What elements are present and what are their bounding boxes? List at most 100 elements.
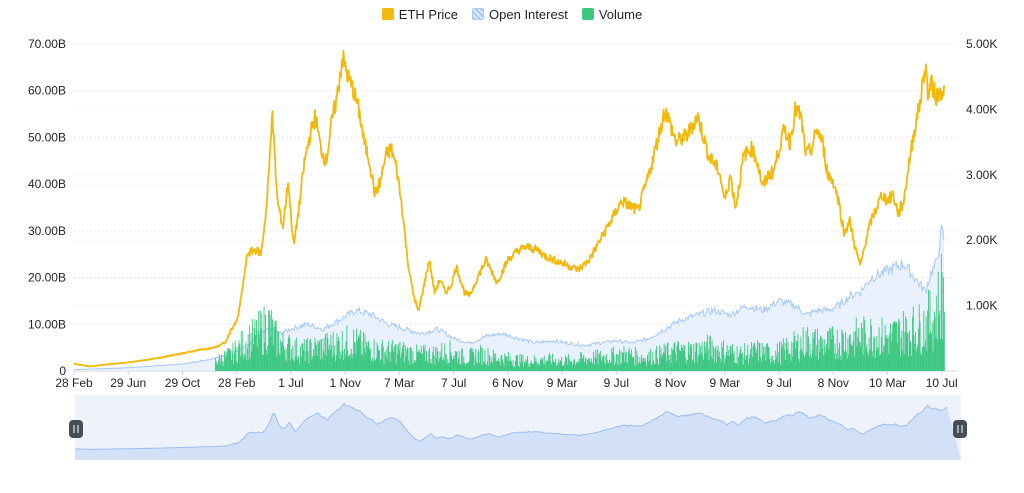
volume-bar bbox=[665, 346, 667, 371]
volume-bar bbox=[764, 354, 765, 371]
volume-bar bbox=[420, 353, 421, 371]
volume-bar bbox=[334, 345, 336, 371]
volume-bar bbox=[604, 356, 606, 371]
volume-bar bbox=[864, 333, 866, 371]
volume-bar bbox=[317, 340, 319, 371]
volume-bar bbox=[552, 353, 553, 371]
volume-bar bbox=[332, 332, 334, 371]
volume-bar bbox=[502, 362, 504, 371]
volume-bar bbox=[479, 363, 481, 371]
volume-bar bbox=[316, 344, 317, 371]
volume-bar bbox=[833, 353, 835, 371]
volume-bar bbox=[645, 362, 647, 371]
volume-bar bbox=[287, 337, 289, 371]
volume-bar bbox=[933, 320, 935, 371]
volume-bar bbox=[234, 353, 235, 371]
volume-bar bbox=[558, 358, 560, 371]
volume-bar bbox=[772, 355, 774, 371]
volume-bar bbox=[350, 353, 352, 371]
volume-bar bbox=[343, 360, 345, 371]
volume-bar bbox=[597, 363, 599, 371]
volume-bar bbox=[435, 346, 437, 371]
left-handle-icon[interactable] bbox=[69, 420, 83, 438]
volume-bar bbox=[827, 331, 828, 371]
volume-bar bbox=[278, 352, 280, 371]
volume-bar bbox=[835, 359, 837, 371]
volume-bar bbox=[782, 338, 784, 371]
volume-bar bbox=[498, 358, 500, 371]
volume-bar bbox=[650, 348, 651, 371]
volume-bar bbox=[752, 345, 754, 371]
volume-bar bbox=[511, 365, 513, 371]
volume-bar bbox=[859, 342, 861, 371]
volume-bar bbox=[234, 340, 236, 371]
volume-bar bbox=[895, 322, 897, 371]
volume-bar bbox=[407, 360, 409, 371]
volume-bar bbox=[431, 363, 433, 371]
volume-bar bbox=[369, 348, 371, 371]
volume-bar bbox=[483, 361, 485, 371]
volume-bar bbox=[735, 363, 737, 371]
legend-item-volume[interactable]: Volume bbox=[581, 7, 642, 22]
range-navigator[interactable] bbox=[69, 395, 967, 460]
volume-bar bbox=[258, 310, 260, 371]
volume-bar bbox=[347, 356, 349, 371]
volume-bar bbox=[325, 356, 327, 371]
volume-bar bbox=[739, 349, 741, 371]
volume-bar bbox=[594, 356, 596, 371]
volume-bar bbox=[344, 355, 346, 371]
volume-bar bbox=[494, 358, 496, 371]
volume-bar bbox=[270, 336, 272, 371]
volume-bar bbox=[648, 351, 650, 371]
volume-bar bbox=[530, 362, 531, 371]
volume-bar bbox=[927, 310, 929, 371]
left-tick-label: 50.00B bbox=[28, 130, 66, 144]
volume-bar bbox=[633, 358, 635, 371]
volume-bar bbox=[409, 364, 411, 371]
volume-bar bbox=[276, 356, 278, 371]
legend-item-open-interest[interactable]: Open Interest bbox=[472, 7, 568, 22]
volume-bar bbox=[492, 349, 494, 371]
volume-bar bbox=[871, 351, 873, 371]
volume-bar bbox=[792, 356, 793, 371]
volume-bar bbox=[804, 357, 806, 371]
volume-bar bbox=[455, 352, 457, 371]
left-tick-label: 30.00B bbox=[28, 224, 66, 238]
x-tick-label: 7 Mar bbox=[384, 376, 415, 390]
volume-bar bbox=[789, 353, 790, 371]
volume-bar bbox=[240, 356, 241, 371]
volume-bar bbox=[553, 361, 555, 371]
volume-bar bbox=[246, 347, 248, 371]
volume-bar bbox=[242, 330, 244, 371]
volume-bar bbox=[855, 317, 857, 371]
volume-bar bbox=[726, 352, 727, 371]
volume-bar bbox=[823, 339, 825, 371]
volume-bar bbox=[678, 342, 680, 371]
volume-bar bbox=[473, 352, 475, 371]
volume-bar bbox=[829, 327, 831, 371]
volume-bar bbox=[672, 350, 673, 371]
volume-bar bbox=[548, 355, 550, 371]
volume-bar bbox=[862, 354, 864, 371]
volume-bar bbox=[275, 320, 277, 371]
legend-item-eth-price[interactable]: ETH Price bbox=[381, 7, 458, 22]
volume-bar bbox=[222, 366, 224, 371]
volume-bar bbox=[267, 345, 269, 371]
volume-bar bbox=[266, 354, 268, 371]
volume-bar bbox=[298, 358, 300, 371]
volume-bar bbox=[263, 306, 265, 371]
volume-bar bbox=[630, 355, 632, 371]
volume-bar bbox=[355, 354, 357, 371]
volume-bar bbox=[902, 349, 903, 371]
right-handle-icon[interactable] bbox=[953, 420, 967, 438]
volume-bar bbox=[285, 348, 287, 371]
volume-bar bbox=[443, 360, 445, 371]
open-interest-swatch-icon bbox=[472, 8, 485, 20]
volume-bar bbox=[410, 346, 411, 371]
volume-bar bbox=[627, 362, 629, 371]
volume-bar bbox=[446, 363, 448, 371]
volume-bar bbox=[666, 343, 668, 371]
volume-bar bbox=[229, 349, 231, 371]
volume-bar bbox=[674, 342, 676, 371]
volume-bar bbox=[262, 354, 264, 371]
